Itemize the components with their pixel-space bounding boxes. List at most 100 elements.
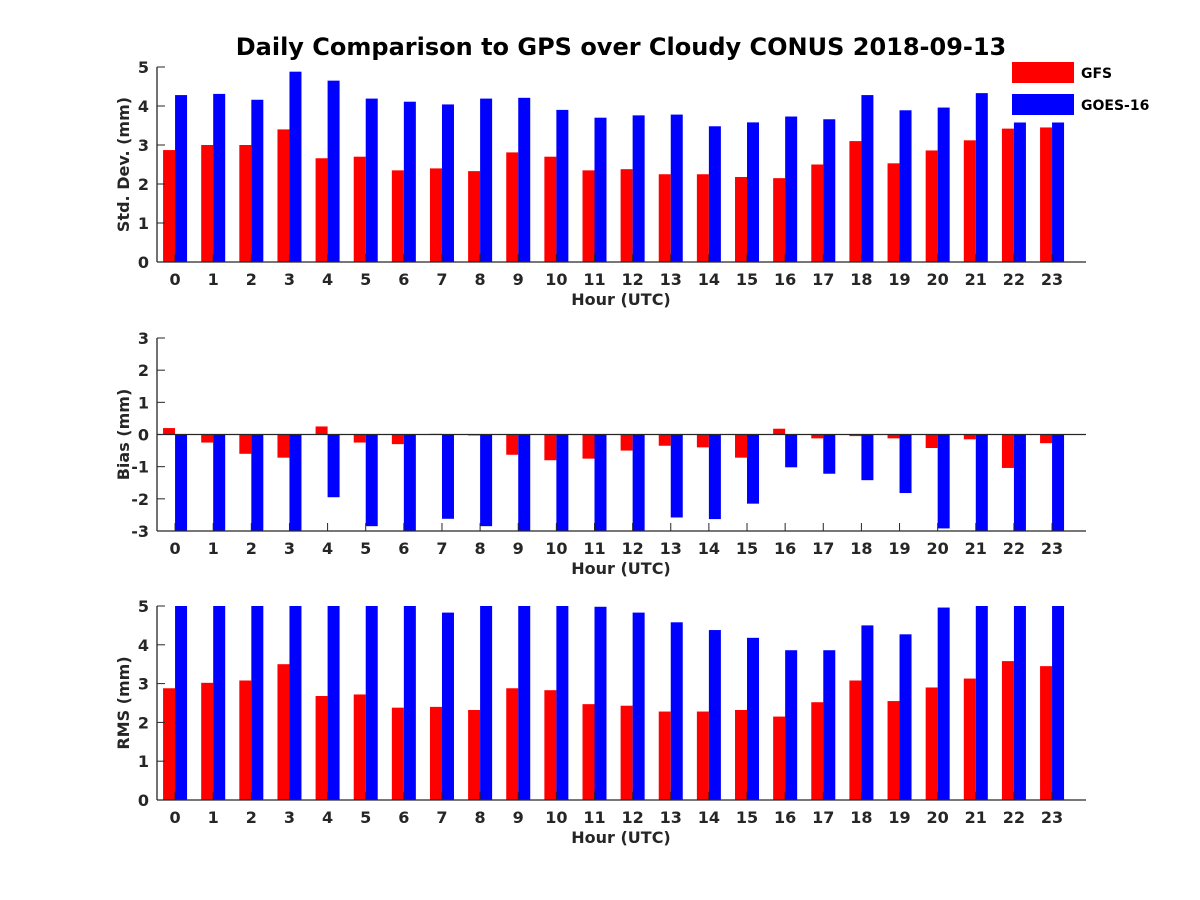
y-tick-label: 5	[138, 58, 149, 77]
y-tick-label: 1	[138, 393, 149, 412]
y-axis-label: RMS (mm)	[114, 656, 133, 749]
bar-goes16-hour-18	[861, 434, 874, 481]
bar-gfs-hour-7	[429, 168, 442, 262]
bar-goes16-hour-12	[632, 434, 645, 531]
bar-goes16-hour-16	[785, 650, 798, 800]
bar-gfs-hour-14	[696, 711, 709, 800]
bar-goes16-hour-0	[175, 434, 188, 531]
x-tick-label: 20	[927, 270, 949, 289]
x-tick-label: 23	[1041, 270, 1063, 289]
bar-goes16-hour-4	[327, 606, 340, 800]
bar-gfs-hour-0	[163, 688, 176, 800]
x-tick-label: 22	[1003, 539, 1025, 558]
y-tick-label: 3	[138, 675, 149, 694]
bar-gfs-hour-10	[544, 690, 557, 800]
bar-goes16-hour-17	[823, 119, 836, 262]
x-axis-label: Hour (UTC)	[571, 559, 671, 578]
bar-gfs-hour-11	[582, 170, 595, 262]
bar-goes16-hour-15	[747, 637, 760, 800]
x-tick-label: 19	[888, 808, 910, 827]
x-tick-label: 18	[850, 270, 872, 289]
bar-goes16-hour-3	[289, 434, 302, 531]
bar-goes16-hour-1	[213, 606, 226, 800]
bar-goes16-hour-22	[1013, 434, 1026, 531]
bar-goes16-hour-19	[899, 634, 912, 800]
bar-goes16-hour-14	[708, 630, 721, 800]
bar-goes16-hour-2	[251, 99, 264, 262]
x-tick-label: 14	[698, 270, 720, 289]
bar-gfs-hour-13	[658, 711, 671, 800]
x-tick-label: 5	[360, 808, 371, 827]
x-tick-label: 7	[436, 539, 447, 558]
bar-gfs-hour-5	[353, 434, 366, 443]
x-tick-label: 10	[545, 808, 567, 827]
bar-goes16-hour-21	[975, 434, 988, 531]
x-tick-label: 14	[698, 808, 720, 827]
x-tick-label: 6	[398, 270, 409, 289]
x-tick-label: 8	[475, 270, 486, 289]
x-tick-label: 2	[246, 539, 257, 558]
bar-goes16-hour-7	[441, 104, 454, 262]
x-tick-label: 9	[513, 270, 524, 289]
bar-gfs-hour-20	[925, 687, 938, 800]
bar-gfs-hour-2	[239, 434, 252, 454]
x-tick-label: 0	[169, 270, 180, 289]
bar-gfs-hour-18	[849, 680, 862, 800]
bar-gfs-hour-5	[353, 156, 366, 262]
bar-gfs-hour-0	[163, 428, 176, 435]
x-tick-label: 21	[965, 270, 987, 289]
bar-gfs-hour-13	[658, 174, 671, 262]
y-tick-label: -2	[131, 490, 149, 509]
bar-goes16-hour-3	[289, 71, 302, 263]
x-tick-label: 10	[545, 539, 567, 558]
x-tick-label: 3	[284, 539, 295, 558]
bar-gfs-hour-12	[620, 434, 633, 451]
bar-goes16-hour-23	[1052, 79, 1065, 263]
x-tick-label: 20	[927, 808, 949, 827]
bar-goes16-hour-14	[708, 126, 721, 262]
bar-goes16-hour-22	[1013, 77, 1026, 262]
bar-goes16-hour-8	[480, 606, 493, 800]
y-tick-label: 2	[138, 713, 149, 732]
bar-gfs-hour-15	[735, 434, 748, 458]
bar-gfs-hour-21	[963, 678, 976, 800]
x-tick-label: 7	[436, 270, 447, 289]
bar-gfs-hour-16	[773, 716, 786, 800]
x-tick-label: 1	[208, 270, 219, 289]
bar-goes16-hour-5	[365, 606, 378, 800]
legend-label: GOES-16	[1081, 98, 1149, 114]
x-tick-label: 18	[850, 539, 872, 558]
bar-goes16-hour-8	[480, 98, 493, 262]
x-tick-label: 22	[1003, 808, 1025, 827]
y-tick-label: -3	[131, 522, 149, 541]
x-tick-label: 3	[284, 808, 295, 827]
bar-goes16-hour-6	[403, 434, 416, 531]
bar-gfs-hour-21	[963, 140, 976, 262]
bar-gfs-hour-15	[735, 709, 748, 800]
x-tick-label: 22	[1003, 270, 1025, 289]
bar-goes16-hour-7	[441, 612, 454, 800]
x-tick-label: 7	[436, 808, 447, 827]
bar-goes16-hour-5	[365, 434, 378, 527]
bar-gfs-hour-1	[201, 682, 214, 800]
bar-goes16-hour-9	[518, 606, 531, 800]
x-tick-label: 21	[965, 539, 987, 558]
x-tick-label: 11	[583, 270, 605, 289]
x-tick-label: 23	[1041, 808, 1063, 827]
bar-gfs-hour-19	[887, 163, 900, 262]
x-tick-label: 2	[246, 808, 257, 827]
bar-gfs-hour-15	[735, 176, 748, 262]
bar-goes16-hour-18	[861, 95, 874, 262]
y-tick-label: 5	[138, 597, 149, 616]
bar-goes16-hour-2	[251, 434, 264, 531]
bar-gfs-hour-17	[811, 164, 824, 262]
x-tick-label: 13	[660, 539, 682, 558]
bar-goes16-hour-16	[785, 434, 798, 468]
x-tick-label: 11	[583, 808, 605, 827]
bar-goes16-hour-9	[518, 97, 531, 262]
bar-goes16-hour-20	[937, 607, 950, 800]
y-tick-label: 0	[138, 253, 149, 272]
bar-goes16-hour-14	[708, 434, 721, 520]
